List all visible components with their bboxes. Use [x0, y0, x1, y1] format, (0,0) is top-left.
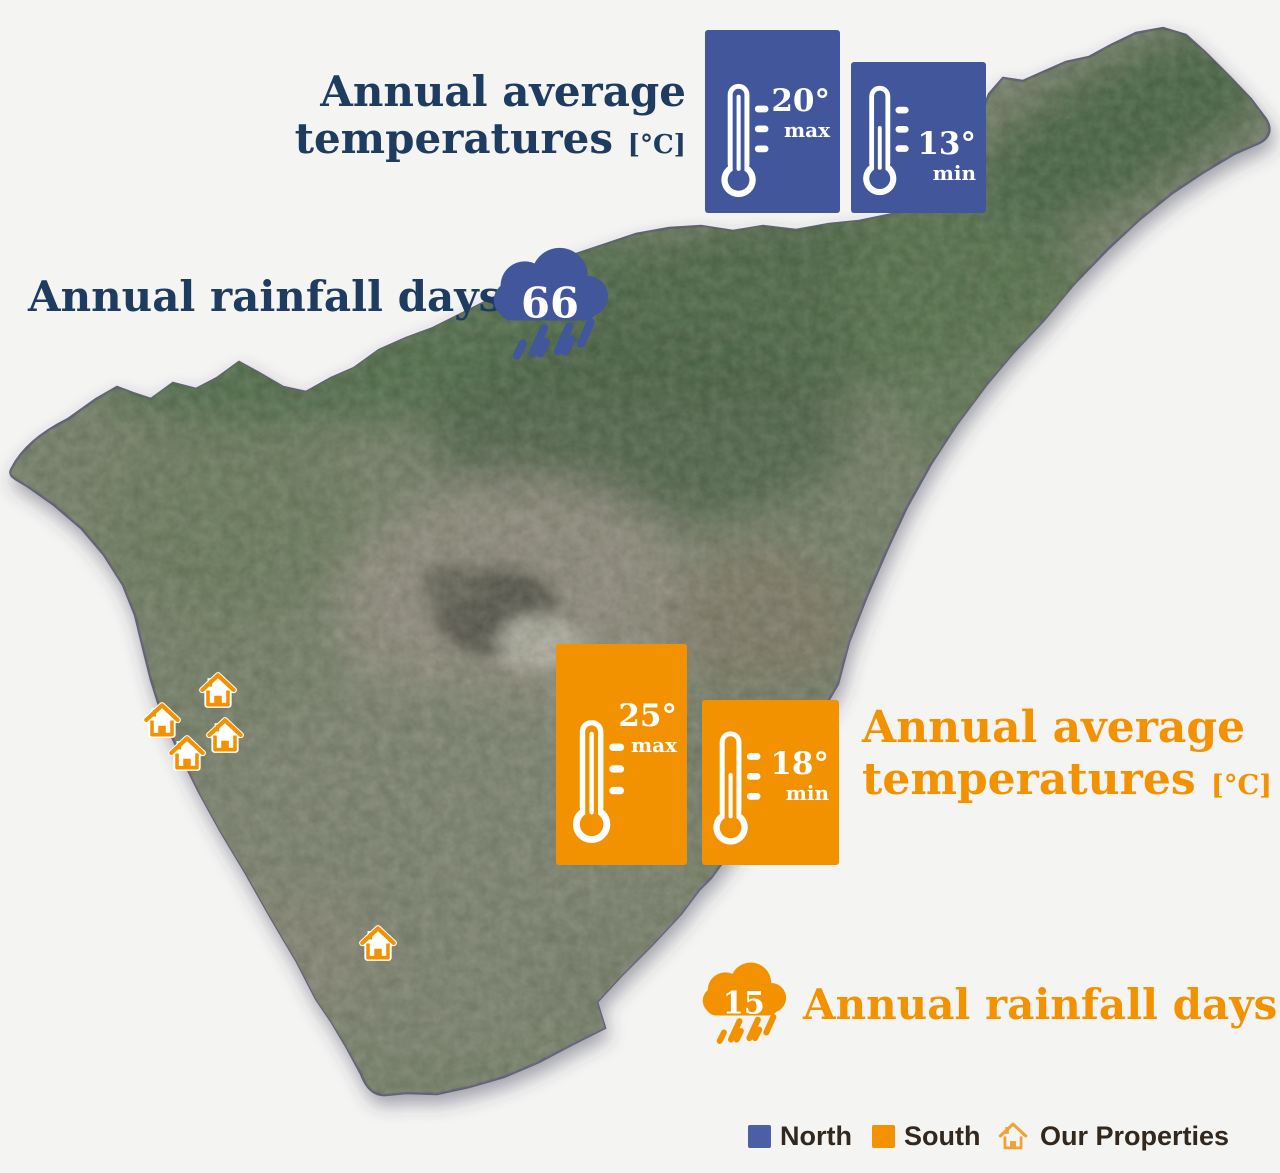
- north-max-temp-badge: 20° max: [705, 30, 840, 213]
- south-max-temp-label: max: [630, 733, 677, 757]
- thermometer-icon: [721, 83, 769, 198]
- house-icon: [143, 702, 181, 738]
- south-rainfall-days: 15: [723, 985, 765, 1021]
- south-min-temp-label: min: [785, 781, 829, 805]
- thermometer-icon: [863, 85, 909, 196]
- south-temps-title-line2: temperatures [°C]: [862, 754, 1273, 805]
- rain-streaks: [512, 318, 595, 360]
- north-max-temp-text: 20° max: [771, 83, 830, 143]
- rain-cloud-icon: 66: [493, 247, 609, 360]
- thermometer-icon: [572, 719, 625, 844]
- legend-north-label: North: [780, 1120, 852, 1151]
- north-rainfall-days: 66: [521, 279, 579, 328]
- house-icon: [168, 735, 206, 771]
- rain-cloud-icon: 15: [702, 962, 787, 1044]
- house-icon: [998, 1122, 1028, 1150]
- south-min-temp-badge: 18° min: [702, 700, 839, 865]
- north-rainfall-label: Annual rainfall days: [28, 272, 503, 321]
- rain-streaks: [716, 1013, 777, 1044]
- south-min-temp-value: 18°: [770, 746, 829, 782]
- north-max-temp-value: 20°: [771, 83, 830, 119]
- south-max-temp-value: 25°: [618, 698, 677, 734]
- south-min-temp-text: 18° min: [770, 746, 829, 806]
- house-icon: [199, 672, 237, 708]
- south-temps-title-line1: Annual average: [862, 702, 1246, 753]
- legend-item-south: South: [872, 1116, 980, 1156]
- legend-item-properties: Our Properties: [996, 1116, 1229, 1156]
- north-temps-title-line1: Annual average: [320, 67, 686, 116]
- north-min-temp-text: 13° min: [917, 126, 976, 186]
- legend-south-label: South: [904, 1120, 981, 1151]
- thermometer-icon: [713, 731, 761, 845]
- south-rainfall-label: Annual rainfall days: [803, 980, 1278, 1029]
- property-house-marker: [197, 669, 239, 711]
- north-temps-unit: [°C]: [627, 130, 686, 160]
- property-house-marker: [141, 699, 183, 741]
- legend-properties-label: Our Properties: [1040, 1120, 1230, 1151]
- legend-item-north: North: [748, 1116, 852, 1156]
- north-temps-title: Annual average temperatures [°C]: [295, 68, 686, 169]
- south-color-swatch: [872, 1124, 895, 1148]
- property-house-marker: [357, 922, 399, 964]
- north-min-temp-label: min: [932, 161, 976, 185]
- house-icon: [206, 717, 244, 753]
- north-temps-title-line2: temperatures [°C]: [294, 114, 686, 163]
- south-temps-unit: [°C]: [1210, 769, 1273, 801]
- south-max-temp-text: 25° max: [618, 698, 677, 758]
- north-min-temp-value: 13°: [917, 126, 976, 162]
- north-min-temp-badge: 13° min: [851, 62, 986, 213]
- property-house-marker: [166, 732, 208, 774]
- north-color-swatch: [748, 1124, 771, 1148]
- north-max-temp-label: max: [783, 118, 830, 142]
- south-max-temp-badge: 25° max: [556, 644, 687, 865]
- property-house-marker: [204, 714, 246, 756]
- house-icon: [359, 925, 397, 961]
- south-temps-title: Annual average temperatures [°C]: [862, 702, 1272, 811]
